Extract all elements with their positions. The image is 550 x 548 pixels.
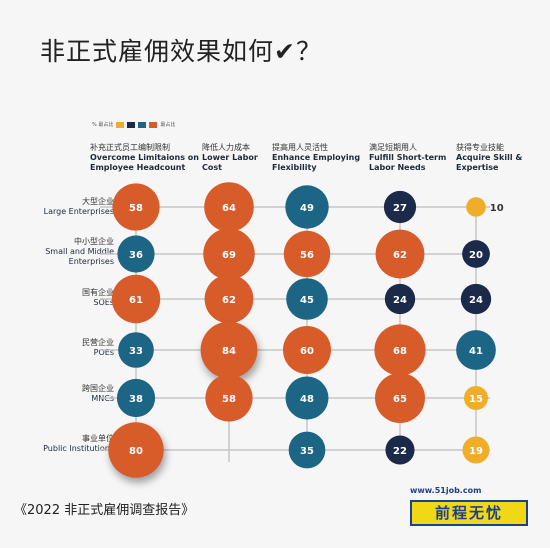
data-label-r4-c5: 41	[469, 346, 483, 357]
row-label-poes: 民营企业 POEs	[82, 338, 114, 357]
data-label-r1-c2: 64	[222, 203, 236, 214]
legend-swatch-teal	[138, 121, 147, 128]
page-title: 非正式雇佣效果如何✔？	[40, 32, 322, 68]
legend-swatch-yellow	[116, 121, 125, 128]
bubble-r2-c3	[283, 230, 331, 278]
bubble-r1-c5	[466, 197, 486, 217]
bubble-r5-c1	[116, 378, 156, 418]
column-header-2: 降低人力成本 Lower Labor Cost	[202, 143, 258, 172]
bubble-r5-c3	[285, 376, 329, 420]
data-label-r2-c1: 36	[129, 250, 143, 261]
bubble-r5-c2	[205, 374, 253, 422]
data-label-r1-c1: 58	[129, 203, 143, 214]
bubble-r1-c2	[204, 182, 254, 232]
bubble-r4-c3	[282, 325, 332, 375]
data-label-r2-c5: 20	[469, 250, 483, 261]
legend-text-left: % 最占比	[92, 122, 114, 128]
data-label-r5-c2: 58	[222, 394, 236, 405]
data-label-r6-c3: 35	[300, 446, 314, 457]
column-header-1: 补充正式员工编制限制 Overcome Limitaions on Employ…	[90, 143, 199, 172]
bubble-r5-c4	[375, 373, 425, 423]
source-note: 《2022 非正式雇佣调查报告》	[14, 503, 195, 518]
data-label-r5-c5: 15	[469, 394, 483, 405]
legend-text-right: 最占比	[160, 122, 176, 128]
data-label-r3-c3: 45	[300, 295, 314, 306]
data-label-r1-c5: 10	[490, 203, 504, 214]
bubble-r4-c1	[118, 332, 154, 368]
data-label-r6-c5: 19	[469, 446, 483, 457]
data-label-r5-c3: 48	[300, 394, 314, 405]
brand-name: 前程无忧	[410, 500, 528, 526]
data-label-r3-c5: 24	[469, 295, 483, 306]
check-icon: ✔	[274, 37, 296, 66]
data-label-r4-c1: 33	[129, 346, 143, 357]
legend-swatch-navy	[127, 121, 136, 128]
row-label-soes: 国有企业 SOEs	[82, 288, 114, 307]
bubble-r1-c4	[383, 190, 417, 224]
bubble-r3-c3	[286, 278, 328, 320]
data-label-r5-c4: 65	[393, 394, 407, 405]
data-label-r2-c4: 62	[393, 250, 407, 261]
bubble-r4-c5	[456, 330, 496, 370]
column-header-4: 满足短期用人 Fulfill Short-term Labor Needs	[369, 143, 447, 172]
bubble-r2-c1	[117, 235, 155, 273]
bubble-r2-c5	[462, 240, 490, 268]
bubble-r3-c5	[460, 283, 492, 315]
data-label-r3-c4: 24	[393, 295, 407, 306]
row-label-public-institutions: 事业单位 Public Institutions	[43, 434, 114, 453]
bubble-r1-c3	[285, 185, 329, 229]
title-text: 非正式雇佣效果如何	[40, 37, 275, 66]
data-label-r2-c3: 56	[300, 250, 314, 261]
brand-url: www.51job.com	[410, 486, 482, 495]
data-label-r5-c1: 38	[129, 394, 143, 405]
column-header-5: 获得专业技能 Acquire Skill & Expertise	[456, 143, 523, 172]
column-header-3: 提高用人灵活性 Enhance Employing Flexibility	[272, 143, 361, 172]
bubble-r6-c5	[462, 436, 490, 464]
bubble-r6-c3	[288, 431, 326, 469]
bubble-r1-c1	[112, 183, 160, 231]
bubble-r3-c1	[111, 274, 161, 324]
bubble-r6-c4	[385, 435, 415, 465]
row-label-large-enterprises: 大型企业 Large Enterprises	[43, 197, 114, 216]
bubble-r4-c4	[374, 324, 426, 376]
bubble-r4-c2	[200, 321, 258, 379]
data-label-r6-c4: 22	[393, 446, 407, 457]
bubble-r2-c4	[375, 229, 425, 279]
data-label-r1-c3: 49	[300, 203, 314, 214]
bubble-r6-c1	[108, 422, 164, 478]
data-label-r1-c4: 27	[393, 203, 407, 214]
data-label-r3-c2: 62	[222, 295, 236, 306]
legend-swatch-orange	[149, 121, 158, 128]
legend: % 最占比 最占比	[92, 121, 175, 128]
bubble-r2-c2	[203, 228, 255, 280]
data-label-r4-c2: 84	[222, 346, 236, 357]
data-label-r4-c3: 60	[300, 346, 314, 357]
bubble-r3-c4	[384, 283, 416, 315]
bubble-r3-c2	[204, 274, 254, 324]
row-label-sme: 中小型企业 Small and Middle Enterprises	[45, 237, 114, 266]
data-label-r3-c1: 61	[129, 295, 143, 306]
data-label-r6-c1: 80	[129, 446, 143, 457]
brand-logo: www.51job.com 前程无忧	[410, 486, 528, 532]
bubble-r5-c5	[463, 385, 489, 411]
data-label-r2-c2: 69	[222, 250, 236, 261]
title-question-mark: ？	[295, 37, 322, 66]
data-label-r4-c4: 68	[393, 346, 407, 357]
